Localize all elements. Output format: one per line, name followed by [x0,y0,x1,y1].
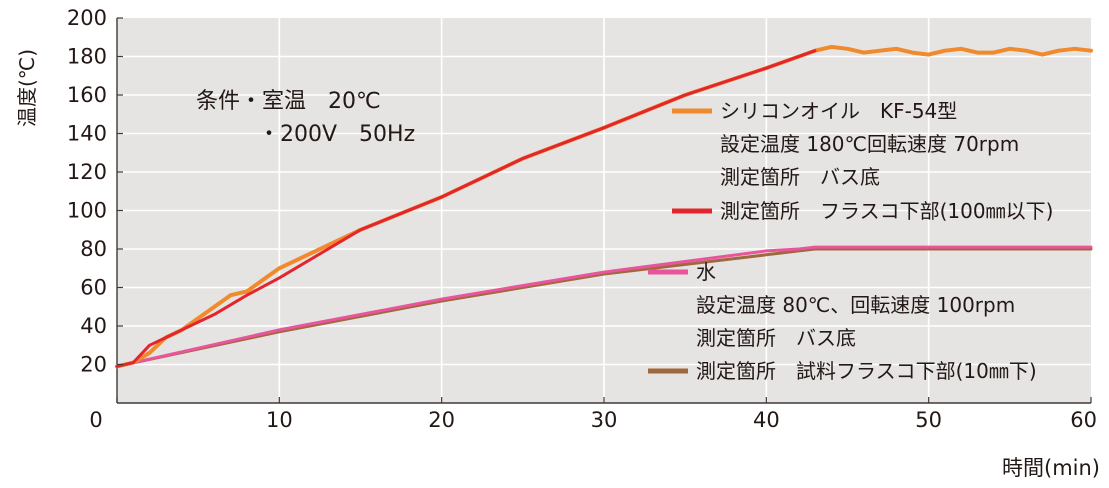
y-tick-label-0: 20 [80,353,107,377]
y-tick-label-7: 160 [67,83,107,107]
tick-labels: 0 10 20 30 40 50 60 20 40 60 80 100 120 140 160 180 200 [67,6,1097,432]
y-axis-label: 温度(℃) [15,49,39,127]
legend-label-5: 設定温度 80℃、回転速度 100rpm [696,293,1015,317]
series-line-2 [115,245,1093,368]
grid-lines [117,18,1091,403]
y-tick-label-9: 200 [67,6,107,30]
series-line-1 [115,49,817,368]
legend-label-2: 測定箇所 バス底 [720,165,880,189]
series-line-3 [115,247,1093,368]
series-lines [115,44,1093,369]
legend-label-4: 水 [696,260,716,284]
y-tick-label-3: 80 [80,237,107,261]
condition-line-2: ・200V 50Hz [258,122,415,147]
y-tick-label-4: 100 [67,199,107,223]
y-tick-label-6: 140 [67,122,107,146]
y-tick-label-5: 120 [67,160,107,184]
y-tick-label-1: 40 [80,314,107,338]
legend-label-7: 測定箇所 試料フラスコ下部(10㎜下) [696,359,1037,383]
x-tick-label-6: 60 [1070,408,1097,432]
x-tick-label-5: 50 [915,408,942,432]
legend-label-1: 設定温度 180℃回転速度 70rpm [720,132,1019,156]
x-tick-label-3: 30 [591,408,618,432]
y-tick-label-8: 180 [67,45,107,69]
x-tick-label-2: 20 [428,408,455,432]
legend-label-6: 測定箇所 バス底 [696,326,856,350]
x-tick-label-1: 10 [266,408,293,432]
x-tick-label-0: 0 [89,408,102,432]
legend-label-3: 測定箇所 フラスコ下部(100㎜以下) [720,199,1053,223]
x-tick-label-4: 40 [753,408,780,432]
y-tick-label-2: 60 [80,276,107,300]
legend-label-0: シリコンオイル KF-54型 [720,99,957,123]
x-axis-label: 時間(min) [1002,456,1100,480]
condition-line-1: 条件・室温 20℃ [196,89,381,114]
